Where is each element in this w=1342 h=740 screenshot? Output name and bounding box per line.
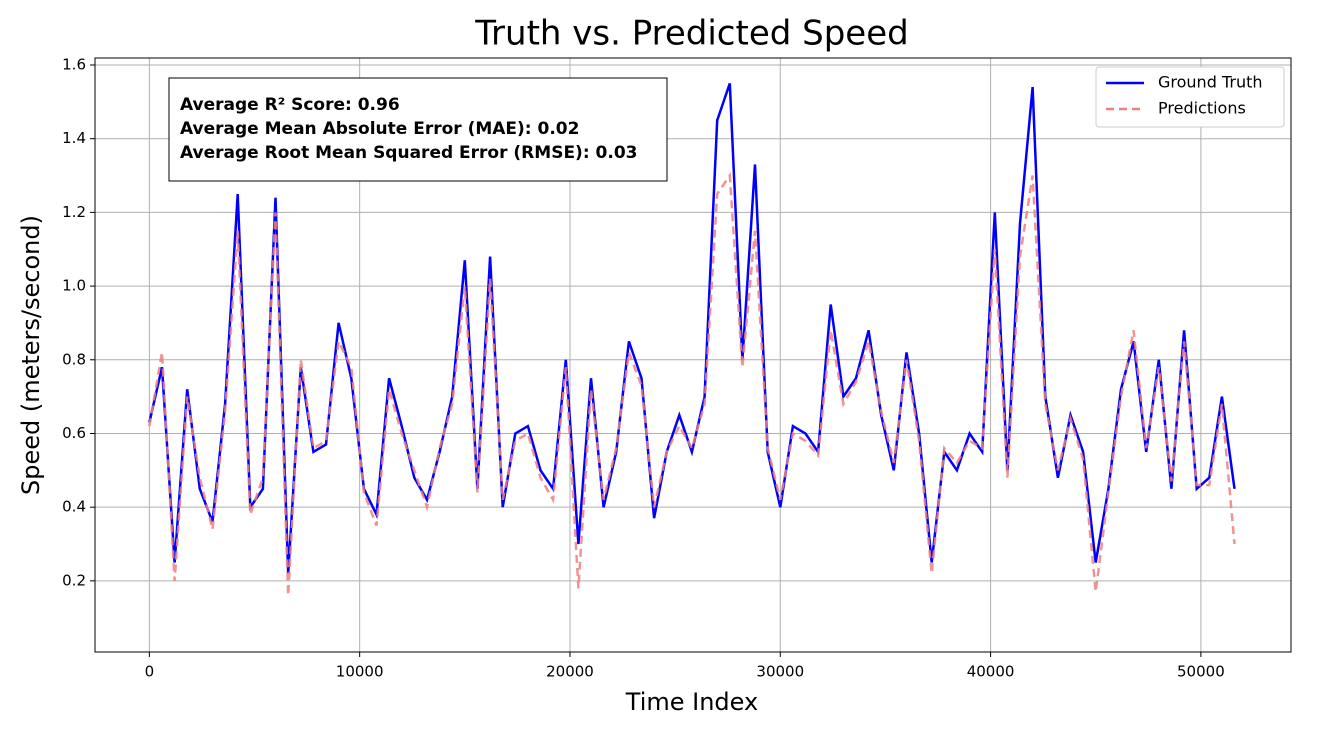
x-tick-label: 50000 bbox=[1177, 663, 1225, 681]
y-tick-label: 1.4 bbox=[62, 129, 86, 147]
y-tick-label: 1.6 bbox=[62, 56, 86, 74]
series-line bbox=[148, 82, 1236, 574]
y-tick-label: 0.4 bbox=[62, 498, 86, 516]
x-tick-label: 10000 bbox=[336, 663, 384, 681]
chart-title: Truth vs. Predicted Speed bbox=[474, 14, 908, 54]
x-tick-label: 0 bbox=[145, 663, 155, 681]
annotation-line: Average Root Mean Squared Error (RMSE): … bbox=[180, 143, 637, 163]
plot-frame bbox=[94, 57, 1292, 653]
y-tick-label: 0.2 bbox=[62, 571, 86, 589]
y-tick-label: 1.0 bbox=[62, 277, 86, 295]
y-axis-label: Speed (meters/second) bbox=[17, 215, 45, 495]
legend-label: Predictions bbox=[1158, 99, 1246, 118]
x-tick-label: 20000 bbox=[546, 663, 594, 681]
series-line bbox=[148, 171, 1236, 596]
legend-label: Ground Truth bbox=[1158, 73, 1263, 92]
y-tick-label: 0.6 bbox=[62, 424, 86, 442]
y-tick-label: 1.2 bbox=[62, 203, 86, 221]
x-tick-label: 40000 bbox=[967, 663, 1015, 681]
x-axis-label: Time Index bbox=[625, 688, 758, 716]
annotation-line: Average Mean Absolute Error (MAE): 0.02 bbox=[180, 119, 579, 139]
y-tick-label: 0.8 bbox=[62, 350, 86, 368]
annotation-line: Average R² Score: 0.96 bbox=[180, 95, 400, 115]
annotation-box bbox=[168, 77, 668, 182]
x-tick-label: 30000 bbox=[756, 663, 804, 681]
